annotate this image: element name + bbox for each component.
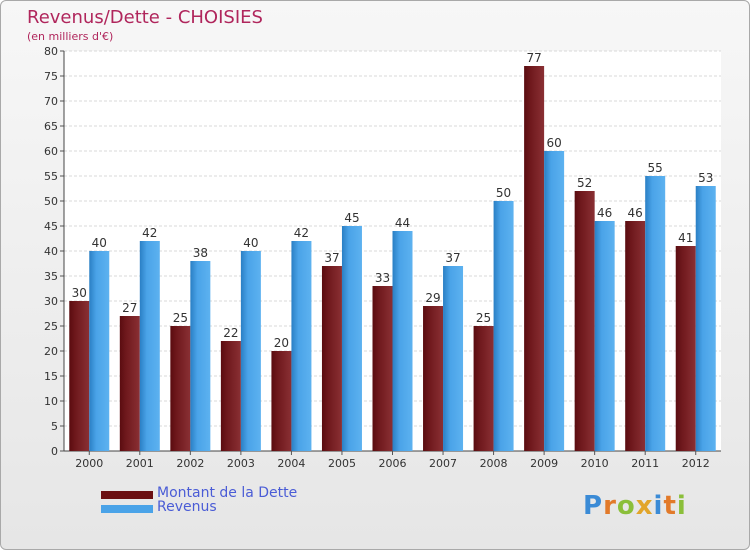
y-tick-label: 30 bbox=[44, 295, 58, 308]
dette-bar bbox=[372, 286, 393, 451]
x-tick-label: 2005 bbox=[328, 457, 356, 470]
y-tick-label: 50 bbox=[44, 195, 58, 208]
revenus-value-label: 40 bbox=[92, 236, 107, 250]
dette-bar bbox=[321, 266, 342, 451]
dette-value-label: 77 bbox=[526, 51, 541, 65]
chart-subtitle: (en milliers d'€) bbox=[27, 30, 114, 43]
dette-value-label: 33 bbox=[375, 271, 390, 285]
y-tick-label: 5 bbox=[51, 420, 58, 433]
revenus-value-label: 60 bbox=[546, 136, 561, 150]
revenus-bar bbox=[190, 261, 211, 451]
revenus-value-label: 44 bbox=[395, 216, 410, 230]
proxiti-logo: Proxiti bbox=[583, 491, 687, 521]
x-tick-label: 2012 bbox=[682, 457, 710, 470]
dette-bar bbox=[574, 191, 595, 451]
revenus-value-label: 45 bbox=[344, 211, 359, 225]
revenus-bar bbox=[240, 251, 261, 451]
revenus-value-label: 40 bbox=[243, 236, 258, 250]
x-tick-label: 2006 bbox=[379, 457, 407, 470]
dette-value-label: 41 bbox=[678, 231, 693, 245]
y-tick-label: 20 bbox=[44, 345, 58, 358]
revenus-value-label: 42 bbox=[294, 226, 309, 240]
x-tick-label: 2004 bbox=[277, 457, 305, 470]
dette-value-label: 37 bbox=[324, 251, 339, 265]
revenus-value-label: 53 bbox=[698, 171, 713, 185]
y-tick-label: 80 bbox=[44, 45, 58, 58]
legend-label-dette: Montant de la Dette bbox=[157, 485, 298, 501]
x-tick-label: 2001 bbox=[126, 457, 154, 470]
y-tick-label: 55 bbox=[44, 170, 58, 183]
dette-bar bbox=[473, 326, 494, 451]
revenus-bar bbox=[392, 231, 413, 451]
x-tick-label: 2002 bbox=[176, 457, 204, 470]
legend-swatch-dette bbox=[101, 491, 153, 499]
y-tick-label: 25 bbox=[44, 320, 58, 333]
revenus-bar bbox=[645, 176, 666, 451]
revenus-value-label: 38 bbox=[193, 246, 208, 260]
x-tick-label: 2010 bbox=[581, 457, 609, 470]
revenus-value-label: 37 bbox=[445, 251, 460, 265]
y-tick-label: 10 bbox=[44, 395, 58, 408]
dette-bar bbox=[524, 66, 545, 451]
revenus-bar bbox=[544, 151, 565, 451]
x-tick-label: 2003 bbox=[227, 457, 255, 470]
revenus-value-label: 42 bbox=[142, 226, 157, 240]
dette-value-label: 52 bbox=[577, 176, 592, 190]
revenus-value-label: 46 bbox=[597, 206, 612, 220]
dette-value-label: 27 bbox=[122, 301, 137, 315]
dette-value-label: 22 bbox=[223, 326, 238, 340]
revenus-bar bbox=[139, 241, 160, 451]
revenus-bar bbox=[291, 241, 312, 451]
legend-swatch-revenus bbox=[101, 505, 153, 513]
revenus-bar bbox=[89, 251, 110, 451]
revenus-bar bbox=[341, 226, 362, 451]
dette-value-label: 20 bbox=[274, 336, 289, 350]
dette-bar bbox=[625, 221, 646, 451]
y-tick-label: 75 bbox=[44, 70, 58, 83]
revenus-bar bbox=[493, 201, 514, 451]
revenus-bar bbox=[695, 186, 716, 451]
x-tick-label: 2008 bbox=[480, 457, 508, 470]
dette-value-label: 29 bbox=[425, 291, 440, 305]
y-tick-label: 40 bbox=[44, 245, 58, 258]
dette-bar bbox=[675, 246, 696, 451]
y-tick-label: 60 bbox=[44, 145, 58, 158]
y-tick-label: 15 bbox=[44, 370, 58, 383]
dette-value-label: 25 bbox=[476, 311, 491, 325]
x-tick-label: 2007 bbox=[429, 457, 457, 470]
chart-title: Revenus/Dette - CHOISIES bbox=[27, 7, 263, 28]
revenus-value-label: 55 bbox=[648, 161, 663, 175]
y-tick-label: 70 bbox=[44, 95, 58, 108]
dette-value-label: 46 bbox=[628, 206, 643, 220]
y-tick-label: 45 bbox=[44, 220, 58, 233]
legend-label-revenus: Revenus bbox=[157, 499, 217, 515]
x-tick-label: 2000 bbox=[75, 457, 103, 470]
x-tick-label: 2009 bbox=[530, 457, 558, 470]
revenus-bar bbox=[443, 266, 464, 451]
dette-bar bbox=[271, 351, 292, 451]
dette-bar bbox=[69, 301, 90, 451]
dette-bar bbox=[220, 341, 241, 451]
dette-value-label: 30 bbox=[72, 286, 87, 300]
y-tick-label: 0 bbox=[51, 445, 58, 458]
dette-bar bbox=[423, 306, 444, 451]
y-tick-label: 65 bbox=[44, 120, 58, 133]
revenus-value-label: 50 bbox=[496, 186, 511, 200]
dette-value-label: 25 bbox=[173, 311, 188, 325]
dette-bar bbox=[170, 326, 191, 451]
dette-bar bbox=[119, 316, 140, 451]
revenus-bar bbox=[594, 221, 615, 451]
x-tick-label: 2011 bbox=[631, 457, 659, 470]
y-tick-label: 35 bbox=[44, 270, 58, 283]
